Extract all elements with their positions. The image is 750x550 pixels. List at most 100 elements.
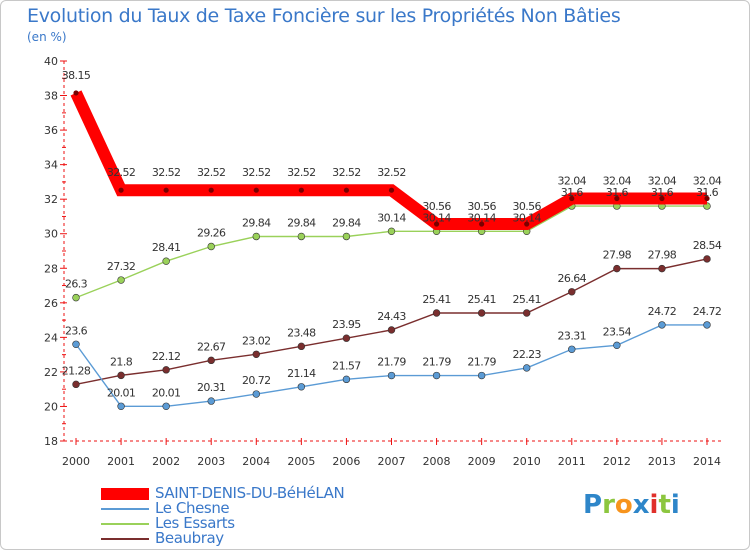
series-point-3 (387, 326, 396, 334)
series-point-3 (477, 309, 486, 317)
legend-label: SAINT-DENIS-DU-BéHéLAN (155, 484, 345, 502)
data-label-3: 25.41 (467, 293, 496, 306)
legend-label: Les Essarts (155, 514, 235, 532)
data-label-1: 22.23 (512, 348, 541, 361)
y-tick-label: 26 (44, 297, 58, 310)
series-point-1 (432, 371, 441, 380)
legend-label: Beaubray (155, 529, 224, 547)
legend: SAINT-DENIS-DU-BéHéLAN Le Chesne Les Ess… (101, 484, 345, 546)
x-tick-label: 2000 (62, 455, 90, 468)
legend-item-les-essarts: Les Essarts (101, 516, 344, 531)
data-label-0: 38.15 (62, 69, 91, 82)
logo-letter: i (670, 490, 680, 520)
x-tick-label: 2012 (603, 455, 631, 468)
y-tick-label: 34 (44, 159, 58, 172)
chart-title: Evolution du Taux de Taxe Foncière sur l… (27, 5, 621, 27)
data-label-3: 27.98 (648, 249, 677, 262)
series-point-1 (207, 397, 215, 405)
series-point-0 (343, 187, 350, 193)
series-point-0 (298, 187, 304, 193)
series-point-0 (433, 221, 440, 227)
y-tick-label: 38 (44, 90, 58, 103)
series-point-2 (162, 257, 170, 265)
data-label-0: 32.52 (287, 166, 316, 179)
data-label-1: 21.57 (332, 359, 361, 372)
data-label-1: 23.54 (603, 325, 632, 338)
data-label-0: 32.52 (107, 166, 136, 179)
data-label-1: 21.14 (287, 367, 316, 380)
series-point-1 (477, 371, 486, 380)
data-label-0: 32.52 (197, 166, 226, 179)
data-label-2: 31.6 (696, 186, 719, 199)
y-tick-label: 20 (44, 400, 58, 413)
data-label-0: 32.52 (152, 166, 181, 179)
data-label-3: 27.98 (603, 249, 632, 262)
legend-swatch (101, 487, 149, 500)
data-label-2: 27.32 (107, 260, 136, 273)
logo-letter: o (614, 490, 633, 520)
series-point-0 (163, 187, 169, 193)
y-tick-label: 30 (44, 228, 58, 241)
data-label-1: 24.72 (648, 305, 677, 318)
series-point-0 (208, 187, 214, 193)
data-label-0: 32.04 (603, 174, 632, 187)
series-point-3 (523, 309, 531, 317)
data-label-1: 21.79 (377, 356, 406, 369)
axes: 18 20 22 24 26 28 30 32 34 36 38 40 2000 2001 2002 2003… (44, 55, 723, 468)
data-label-3: 23.95 (332, 318, 361, 331)
series-point-0 (524, 221, 530, 227)
series-point-1 (658, 321, 666, 329)
x-tick-label: 2005 (287, 455, 315, 468)
series-point-3 (613, 264, 621, 273)
series-point-0 (118, 187, 124, 193)
x-tick-label: 2002 (152, 455, 180, 468)
legend-item-beaubray: Beaubray (101, 531, 344, 546)
logo-letter: x (632, 490, 650, 520)
y-tick-label: 24 (44, 331, 58, 344)
x-tick-label: 2006 (332, 455, 360, 468)
series-point-2 (117, 276, 125, 284)
series-line-0 (70, 90, 707, 231)
data-label-0: 32.04 (558, 174, 587, 187)
series-point-3 (72, 380, 80, 389)
data-label-3: 22.12 (152, 350, 181, 363)
series-point-2 (252, 232, 260, 241)
series-point-0 (614, 195, 620, 202)
data-label-2: 29.26 (197, 227, 226, 240)
data-label-0: 30.56 (467, 200, 496, 213)
data-label-1: 23.6 (65, 324, 88, 337)
series-point-0 (388, 187, 395, 193)
legend-item-saint-denis: SAINT-DENIS-DU-BéHéLAN (101, 484, 345, 502)
legend-swatch (101, 537, 149, 540)
data-label-2: 30.14 (512, 211, 541, 224)
data-label-2: 29.84 (287, 216, 316, 229)
data-label-3: 23.48 (287, 326, 316, 339)
logo-letter: r (602, 490, 615, 520)
data-label-0: 30.56 (512, 200, 541, 213)
data-label-3: 28.54 (693, 239, 722, 252)
data-label-2: 29.84 (332, 216, 361, 229)
data-label-2: 28.41 (152, 241, 181, 254)
data-label-2: 30.14 (467, 211, 496, 224)
series-point-1 (703, 321, 711, 329)
data-label-1: 21.79 (467, 356, 496, 369)
series-point-3 (703, 255, 711, 263)
y-tick-label: 22 (44, 366, 58, 379)
y-axis-unit-label: (en %) (27, 30, 67, 44)
data-label-1: 24.72 (693, 305, 722, 318)
data-labels-layer: 38.15 32.52 32.52 32.52 32.52 32.52 32.52 32.52… (62, 69, 723, 399)
series-point-3 (432, 309, 441, 317)
data-label-2: 30.14 (377, 211, 406, 224)
legend-label: Le Chesne (155, 499, 230, 517)
series-point-0 (253, 187, 259, 193)
data-label-2: 29.84 (242, 216, 271, 229)
x-tick-label: 2004 (242, 455, 270, 468)
x-tick-label: 2011 (558, 455, 586, 468)
data-label-2: 31.6 (561, 186, 584, 199)
legend-swatch (101, 507, 149, 510)
data-label-3: 23.02 (242, 334, 271, 347)
proxiti-logo: Proxiti (583, 490, 680, 520)
series-point-0 (73, 90, 79, 96)
series-point-0 (569, 195, 575, 202)
